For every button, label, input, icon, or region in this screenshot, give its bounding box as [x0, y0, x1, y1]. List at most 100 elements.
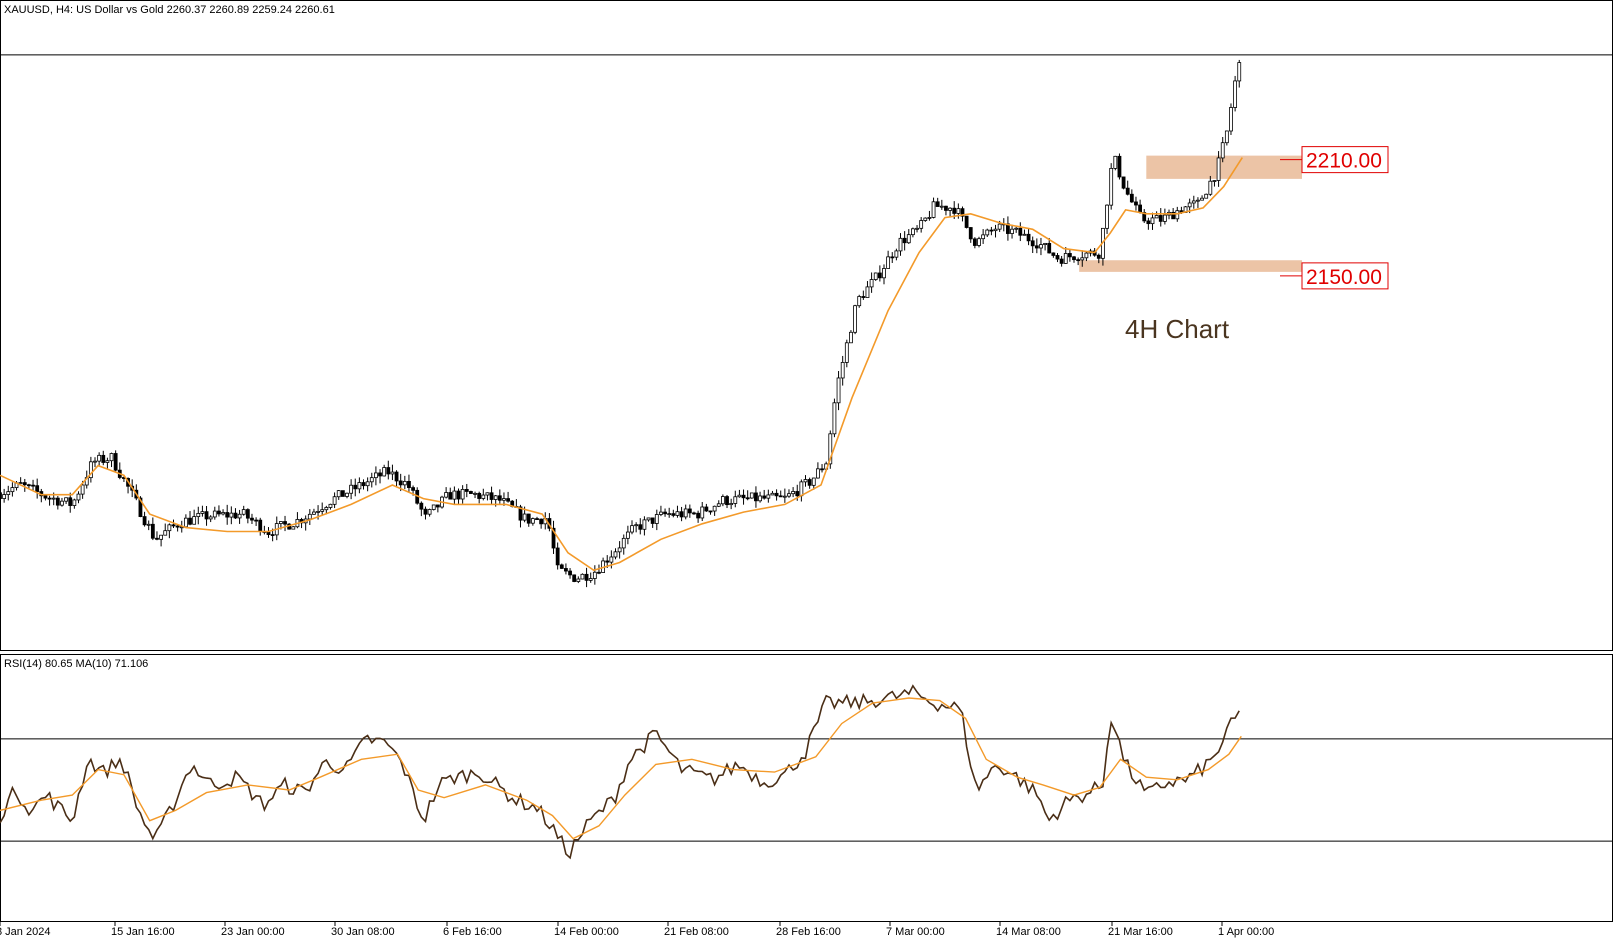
candle — [634, 522, 639, 533]
candle — [150, 517, 155, 541]
candle — [93, 457, 97, 468]
candle — [435, 504, 440, 513]
candle — [229, 506, 234, 525]
candle — [638, 518, 643, 535]
candle-body — [357, 482, 362, 490]
time-label: 7 Mar 00:00 — [886, 926, 945, 938]
candle-body — [345, 492, 349, 497]
candle — [1117, 153, 1122, 180]
candle — [328, 503, 333, 510]
candle — [506, 491, 510, 503]
candle-body — [1109, 167, 1114, 206]
candle — [927, 210, 932, 221]
candle — [931, 197, 936, 219]
level-label: 2210.00 — [1306, 150, 1382, 173]
candle — [10, 482, 15, 497]
candle — [576, 576, 581, 584]
candle-body — [853, 305, 857, 333]
levels-layer: 2210.00 2150.00 — [1280, 146, 1389, 290]
candle-body — [473, 492, 477, 495]
candle-body — [266, 531, 271, 535]
candle-body — [737, 494, 742, 498]
level-box — [1301, 262, 1389, 290]
candle-body — [349, 484, 354, 494]
candle — [1076, 257, 1081, 266]
candle — [890, 252, 895, 263]
candle-body — [1096, 254, 1101, 259]
candle-body — [551, 527, 556, 549]
candle — [968, 227, 973, 243]
candle-body — [774, 492, 779, 497]
candle — [1034, 238, 1039, 254]
zones-layer — [1079, 155, 1302, 272]
candle-body — [873, 272, 878, 280]
candle-body — [60, 500, 64, 506]
candle-body — [159, 534, 164, 540]
candle-body — [382, 467, 387, 477]
candle-body — [460, 488, 465, 500]
candle-body — [1059, 258, 1064, 264]
candle-body — [464, 488, 469, 492]
candle — [944, 205, 948, 216]
candle — [2, 488, 7, 503]
candle — [815, 462, 820, 479]
candle-body — [477, 492, 482, 499]
candle — [340, 490, 345, 497]
rsi-line — [0, 684, 1240, 860]
candle-body — [1191, 200, 1196, 204]
time-label: 8 Jan 2024 — [0, 926, 50, 938]
candle-body — [832, 402, 837, 435]
candle-body — [931, 201, 936, 218]
candle — [1233, 75, 1238, 112]
candle — [485, 492, 490, 501]
candle-body — [1175, 210, 1180, 220]
candle — [357, 477, 362, 494]
candle — [1039, 237, 1043, 256]
price-panel-frame — [0, 0, 1613, 651]
candle — [1146, 217, 1151, 230]
candle — [919, 217, 924, 233]
candle-body — [497, 495, 502, 501]
candle — [902, 231, 907, 251]
candle — [820, 464, 824, 473]
candle-body — [584, 573, 589, 581]
candle-body — [580, 573, 585, 580]
candle — [948, 207, 952, 217]
candle — [142, 511, 147, 527]
time-label: 21 Mar 16:00 — [1108, 926, 1173, 938]
candle — [419, 501, 424, 517]
candle-body — [898, 237, 903, 252]
candle-body — [1051, 252, 1056, 256]
candle-body — [1067, 253, 1072, 258]
candle-body — [394, 471, 399, 482]
candle — [1080, 250, 1085, 267]
candle — [873, 272, 878, 281]
candle-body — [254, 519, 259, 522]
candle — [353, 478, 358, 497]
candle — [0, 485, 2, 501]
candle — [642, 516, 647, 536]
time-axis: 8 Jan 2024 15 Jan 16:00 23 Jan 00:00 30 Jan… — [0, 921, 1274, 938]
candle-body — [960, 208, 965, 217]
candle-body — [650, 517, 655, 524]
candle — [733, 490, 738, 508]
candle-body — [336, 490, 341, 498]
candle — [1134, 196, 1138, 211]
candle — [312, 508, 316, 515]
candle-body — [758, 495, 762, 502]
candle-body — [621, 537, 626, 549]
candle — [431, 504, 436, 511]
candle — [1200, 195, 1204, 201]
rsi-layer — [0, 684, 1613, 860]
candle-body — [208, 516, 213, 520]
candle-body — [948, 207, 952, 211]
candle — [464, 483, 469, 498]
candle-body — [989, 229, 994, 232]
candle-body — [2, 494, 7, 499]
candle-body — [935, 201, 940, 207]
candle — [601, 557, 605, 573]
candle-body — [754, 492, 758, 502]
candle-body — [469, 491, 473, 494]
candle-body — [386, 467, 391, 475]
